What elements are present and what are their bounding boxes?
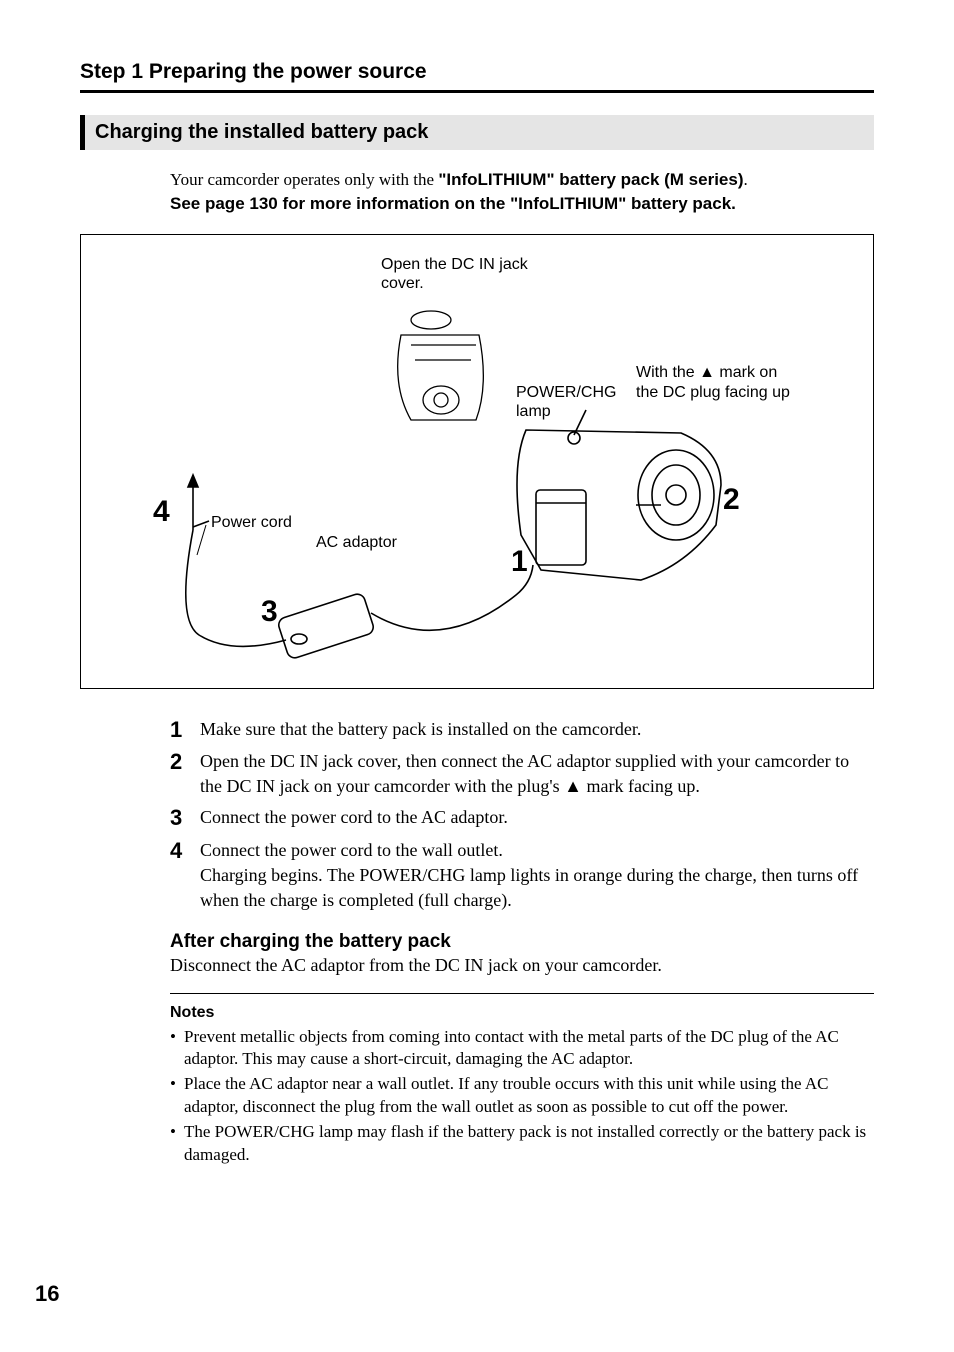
step-item: 3 Connect the power cord to the AC adapt… [170, 805, 874, 831]
step-item: 4 Connect the power cord to the wall out… [170, 838, 874, 914]
step-item: 2 Open the DC IN jack cover, then connec… [170, 749, 874, 799]
step-text: Make sure that the battery pack is insta… [200, 717, 641, 743]
after-text: Disconnect the AC adaptor from the DC IN… [170, 953, 874, 978]
page-number: 16 [35, 1281, 59, 1307]
section-title: Charging the installed battery pack [80, 115, 874, 150]
step-num: 2 [170, 749, 200, 799]
diagram-illustration [81, 235, 871, 690]
step-4-line1: Connect the power cord to the wall outle… [200, 840, 503, 860]
step-text: Connect the power cord to the AC adaptor… [200, 805, 508, 831]
note-text: The POWER/CHG lamp may flash if the batt… [184, 1121, 874, 1167]
notes-title: Notes [170, 1004, 874, 1022]
intro-bold-2: See page 130 for more information on the… [170, 194, 736, 213]
step-text: Open the DC IN jack cover, then connect … [200, 749, 874, 799]
step-4-line2: Charging begins. The POWER/CHG lamp ligh… [200, 865, 858, 910]
bullet-icon: • [170, 1026, 184, 1072]
step-text: Connect the power cord to the wall outle… [200, 838, 874, 914]
step-item: 1 Make sure that the battery pack is ins… [170, 717, 874, 743]
bullet-icon: • [170, 1073, 184, 1119]
diagram-container: Open the DC IN jack cover. POWER/CHG lam… [80, 234, 874, 689]
step-num: 3 [170, 805, 200, 831]
note-item: • Prevent metallic objects from coming i… [170, 1026, 874, 1072]
bullet-icon: • [170, 1121, 184, 1167]
note-text: Place the AC adaptor near a wall outlet.… [184, 1073, 874, 1119]
after-heading: After charging the battery pack [170, 931, 874, 953]
intro-bold-1: "InfoLITHIUM" battery pack (M series) [438, 170, 743, 189]
notes-divider [170, 993, 874, 994]
page-header: Step 1 Preparing the power source [80, 60, 874, 93]
steps-list: 1 Make sure that the battery pack is ins… [170, 717, 874, 914]
intro-period: . [744, 170, 748, 189]
step-num: 1 [170, 717, 200, 743]
step-num: 4 [170, 838, 200, 914]
notes-list: • Prevent metallic objects from coming i… [170, 1026, 874, 1168]
note-item: • The POWER/CHG lamp may flash if the ba… [170, 1121, 874, 1167]
note-text: Prevent metallic objects from coming int… [184, 1026, 874, 1072]
intro-prefix: Your camcorder operates only with the [170, 170, 438, 189]
intro-text: Your camcorder operates only with the "I… [170, 168, 874, 216]
note-item: • Place the AC adaptor near a wall outle… [170, 1073, 874, 1119]
